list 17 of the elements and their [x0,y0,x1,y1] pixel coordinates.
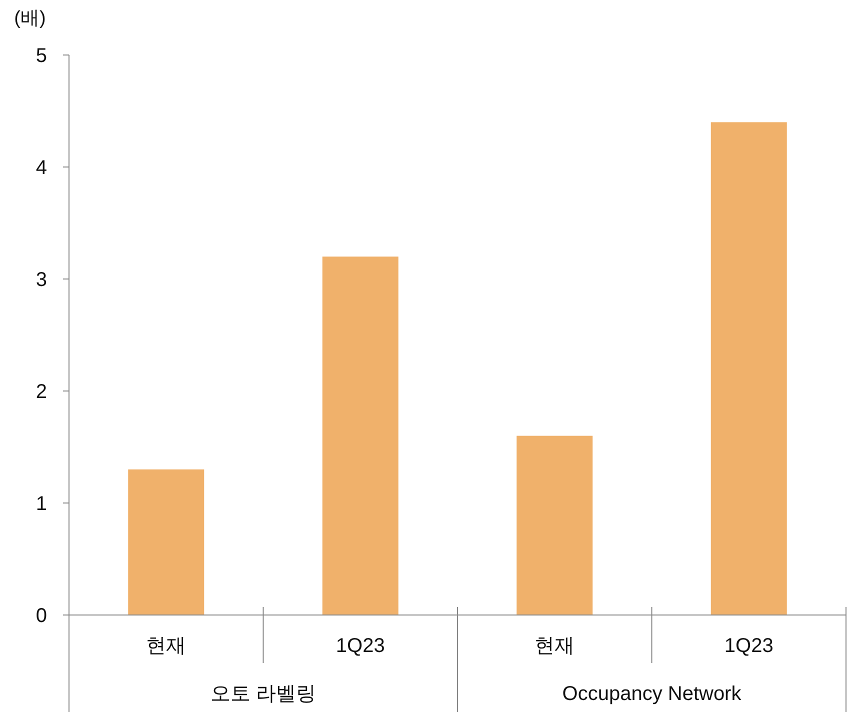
x-tick-label: 1Q23 [724,635,774,657]
bar [516,436,593,615]
y-tick-label: 3 [36,269,47,291]
text: 오토 라벨링 [210,683,316,705]
bar [128,469,204,615]
x-tick-label: 현재 [146,635,186,657]
y-tick-label: 5 [36,45,47,67]
y-tick-label: 0 [36,605,47,627]
text: Occupancy Network [562,683,742,705]
y-tick-label: 4 [36,157,47,179]
bar [322,256,398,615]
y-tick-label: 2 [36,381,47,403]
bar [710,122,787,615]
x-tick-label: 1Q23 [336,635,385,657]
y-tick-label: 1 [36,493,47,515]
x-tick-label: 현재 [534,635,575,657]
y-axis-title: (배) [14,8,46,29]
